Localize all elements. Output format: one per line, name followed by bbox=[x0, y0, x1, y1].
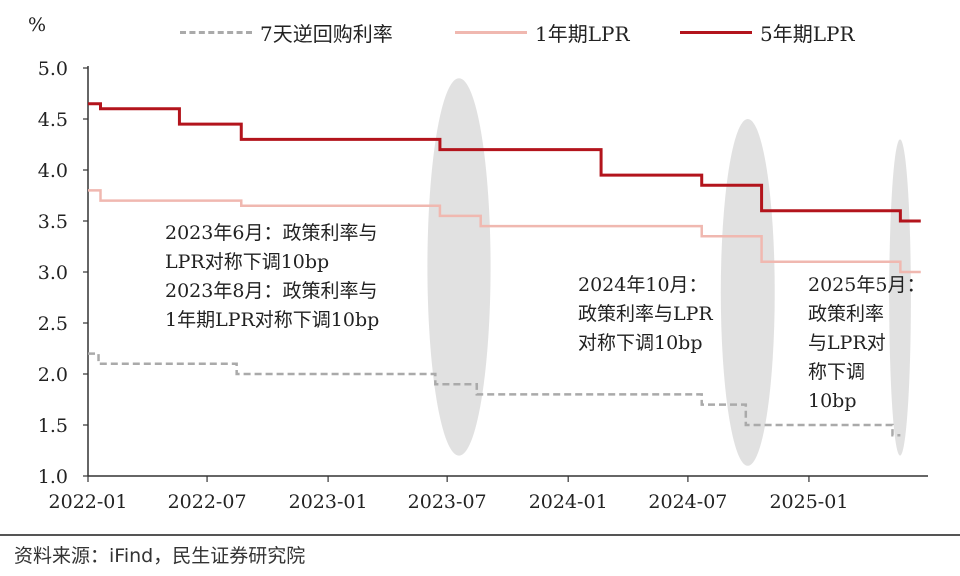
legend-swatch-1y-lpr bbox=[455, 31, 527, 34]
y-tick-label: 3.0 bbox=[38, 262, 68, 284]
x-tick-label: 2024-01 bbox=[529, 491, 608, 513]
y-tick-label: 5.0 bbox=[38, 58, 68, 80]
annotation-2025: 2025年5月： 政策利率 与LPR对 称下调 10bp bbox=[808, 274, 926, 412]
x-tick-label: 2024-07 bbox=[648, 491, 727, 513]
legend-label-1y-lpr: 1年期LPR bbox=[535, 22, 630, 46]
y-tick-label: 2.0 bbox=[38, 364, 68, 386]
x-tick-label: 2022-07 bbox=[168, 491, 247, 513]
y-tick-label: 3.5 bbox=[38, 211, 68, 233]
legend-label-5y-lpr: 5年期LPR bbox=[760, 22, 855, 46]
footer-rule bbox=[0, 534, 960, 536]
series-line-0 bbox=[88, 352, 901, 437]
series-line-2 bbox=[88, 102, 921, 223]
x-tick-label: 2023-01 bbox=[289, 491, 368, 513]
highlight-ellipse-2024-oct-adjustment bbox=[720, 119, 775, 466]
annotation-2023: 2023年6月：政策利率与 LPR对称下调10bp 2023年8月：政策利率与 … bbox=[165, 222, 380, 331]
highlight-ellipse-2023-adjustments bbox=[427, 78, 491, 456]
legend-swatch-5y-lpr bbox=[680, 31, 752, 34]
annotation-2024: 2024年10月： 政策利率与LPR 对称下调10bp bbox=[578, 274, 713, 354]
legend-swatch-reverse-repo bbox=[180, 31, 252, 34]
x-tick-label: 2023-07 bbox=[408, 491, 487, 513]
y-tick-label: 1.5 bbox=[38, 415, 68, 437]
y-axis-unit-label: % bbox=[28, 14, 47, 36]
y-tick-label: 2.5 bbox=[38, 313, 68, 335]
source-note: 资料来源：iFind，民生证券研究院 bbox=[14, 545, 306, 567]
legend-item-reverse-repo: 7天逆回购利率 bbox=[180, 18, 393, 47]
legend-item-5y-lpr: 5年期LPR bbox=[680, 18, 855, 47]
legend-item-1y-lpr: 1年期LPR bbox=[455, 18, 630, 47]
y-tick-label: 1.0 bbox=[38, 466, 68, 488]
highlight-ellipse-2025-may-adjustment bbox=[889, 139, 911, 456]
x-tick-label: 2025-01 bbox=[769, 491, 848, 513]
y-tick-label: 4.5 bbox=[38, 109, 68, 131]
series-line-1 bbox=[88, 189, 921, 274]
legend-label-reverse-repo: 7天逆回购利率 bbox=[260, 22, 393, 46]
x-tick-label: 2022-01 bbox=[49, 491, 128, 513]
rate-chart: 1.0 1.5 2.0 2.5 3.0 3.5 4.0 4.5 5.0 2022-01 2022-0… bbox=[38, 58, 928, 513]
y-tick-label: 4.0 bbox=[38, 160, 68, 182]
